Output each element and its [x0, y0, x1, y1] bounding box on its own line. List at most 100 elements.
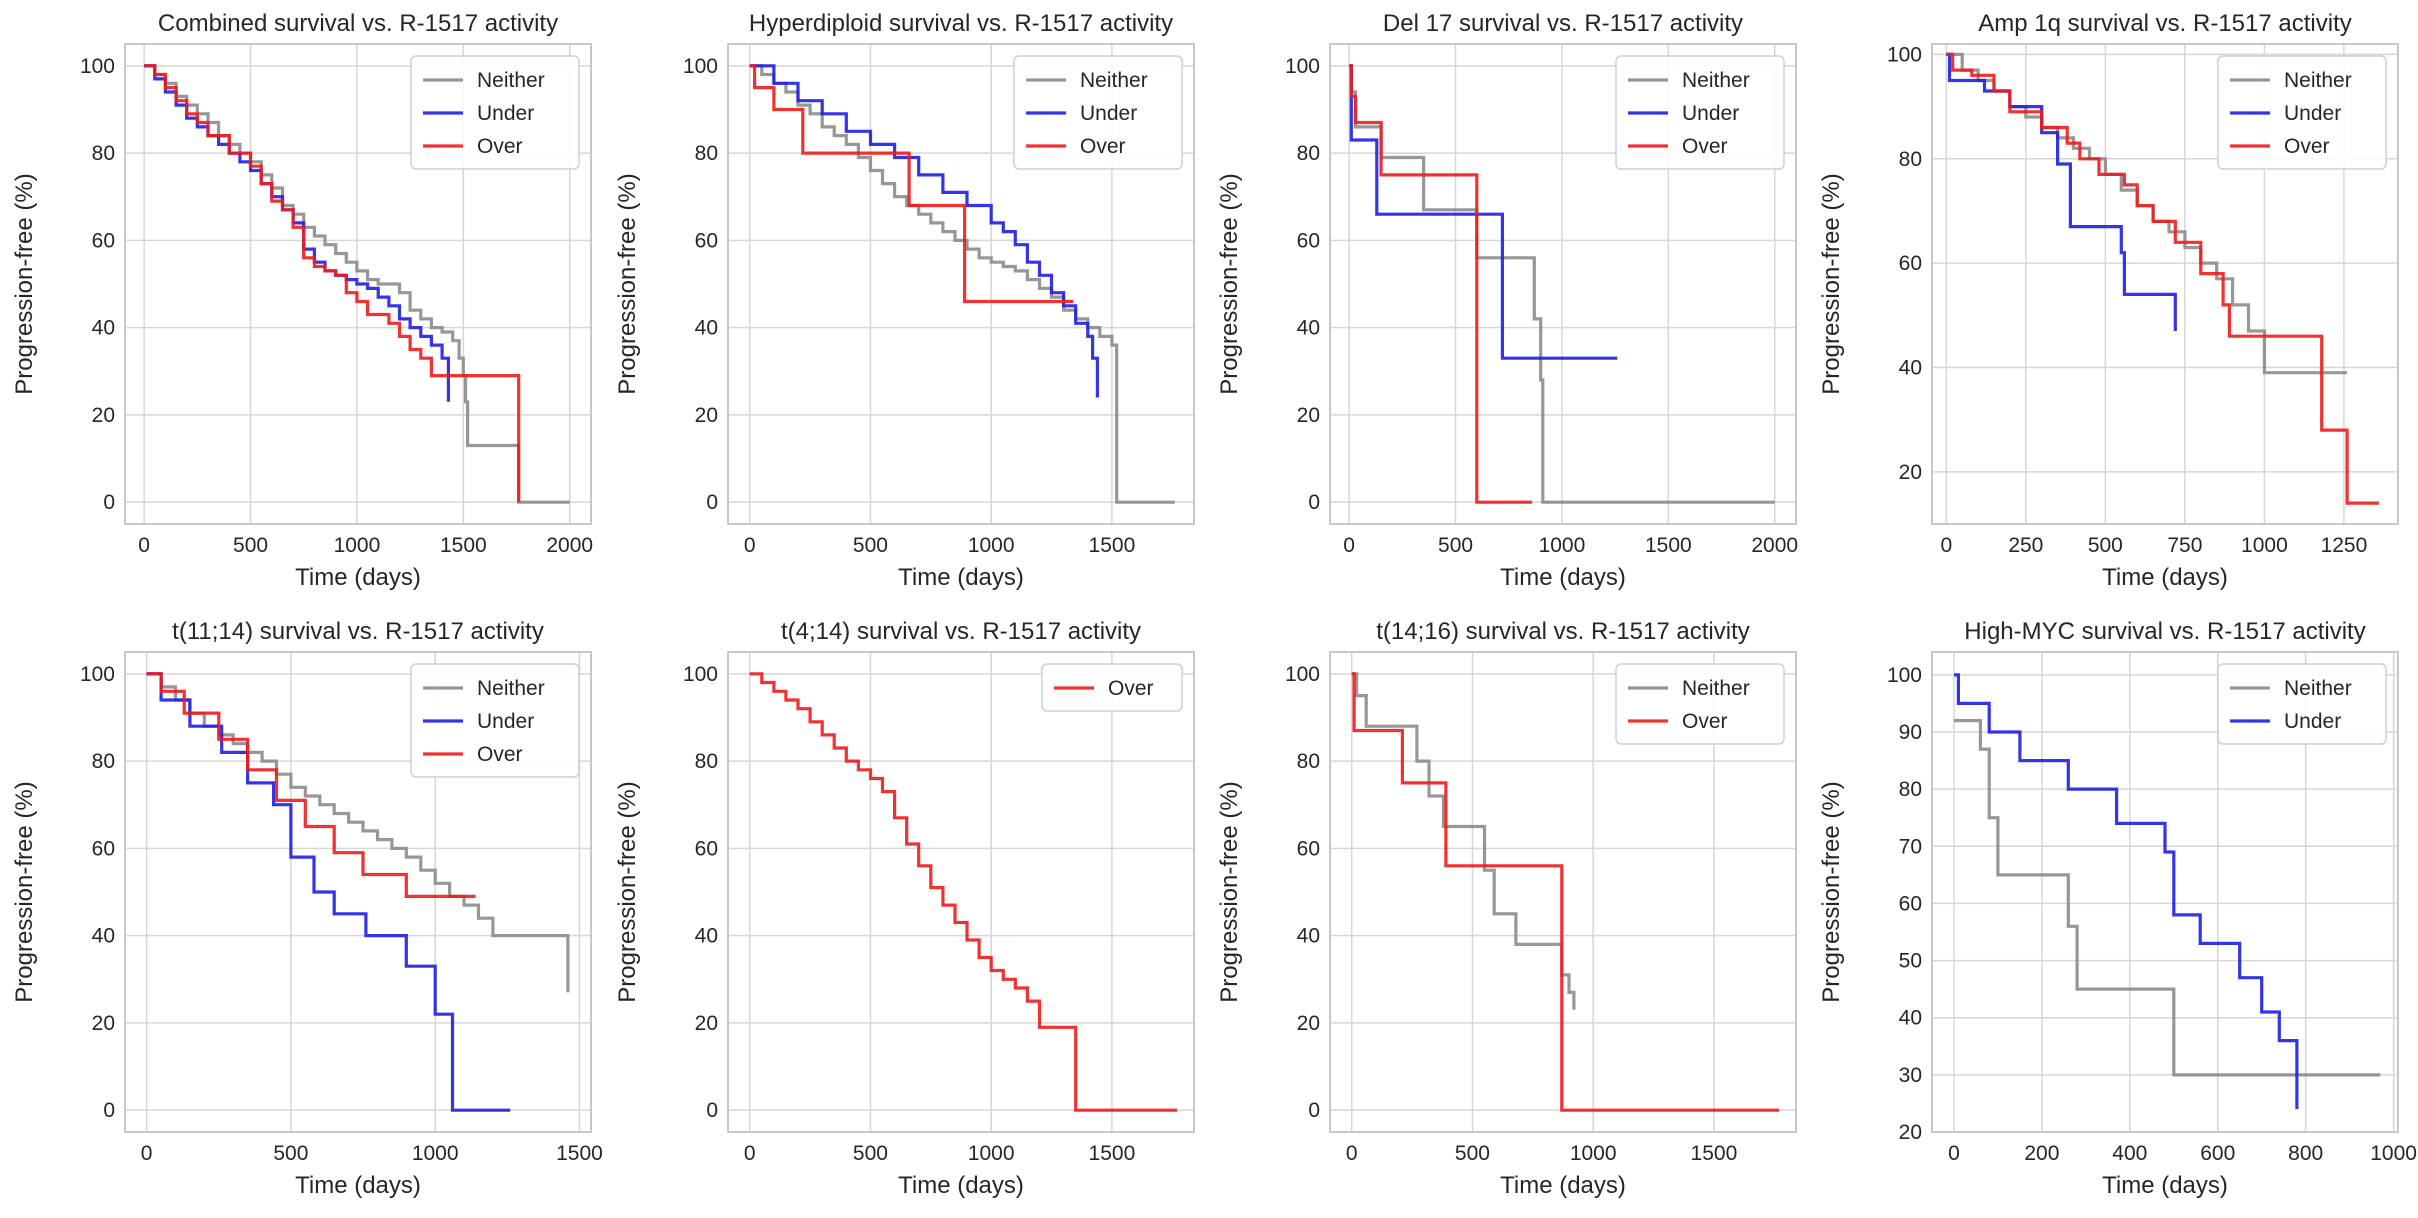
x-axis-label: Time (days)	[2102, 1172, 2228, 1199]
chart-panel-2: 0 500 1000 1500 0 20 40 60 80 100 Hyperdiploid sur…	[614, 10, 1195, 591]
y-tick-label: 60	[1297, 837, 1320, 860]
legend: Over	[1041, 663, 1183, 712]
x-tick-label: 500	[1455, 1142, 1490, 1165]
x-tick-label: 750	[2167, 534, 2202, 557]
legend-box	[1615, 663, 1785, 745]
legend-label-under: Under	[477, 710, 534, 733]
y-tick-label: 40	[1899, 1007, 1922, 1030]
series-line-neither	[1954, 719, 2381, 1077]
legend-box	[2217, 663, 2387, 745]
series-line-under	[146, 672, 511, 1112]
legend-label-under: Under	[477, 102, 534, 125]
plot-frame	[727, 651, 1195, 1133]
x-tick-label: 2000	[546, 534, 593, 557]
legend-label-under: Under	[2284, 710, 2341, 733]
series-line-over	[146, 672, 476, 898]
y-tick-label: 20	[92, 1012, 115, 1035]
legend-label-under: Under	[1080, 102, 1137, 125]
y-tick-label: 40	[92, 925, 115, 948]
legend-label-neither: Neither	[1080, 69, 1148, 92]
y-tick-label: 0	[1308, 1099, 1320, 1122]
x-tick-label: 2000	[1751, 534, 1798, 557]
series-line-neither	[749, 64, 1175, 504]
legend: Neither Under Over	[1013, 55, 1183, 170]
legend-box	[1615, 55, 1785, 170]
x-tick-label: 500	[853, 534, 888, 557]
plot-frame	[727, 43, 1195, 525]
y-tick-label: 0	[706, 491, 718, 514]
x-tick-label: 0	[141, 1142, 153, 1165]
legend-label-over: Over	[1108, 677, 1154, 700]
chart-title: Amp 1q survival vs. R-1517 activity	[1978, 10, 2351, 37]
x-tick-label: 1500	[1645, 534, 1692, 557]
x-tick-label: 0	[1343, 534, 1355, 557]
legend-box	[410, 663, 580, 778]
x-tick-label: 1500	[1691, 1142, 1738, 1165]
x-axis-label: Time (days)	[2102, 564, 2228, 591]
y-tick-label: 20	[92, 404, 115, 427]
series-line-under	[749, 64, 1099, 398]
y-axis-label: Progression-free (%)	[1216, 781, 1243, 1002]
y-tick-label: 0	[103, 1099, 115, 1122]
series-line-neither	[1351, 672, 1576, 1010]
x-tick-label: 1000	[1539, 534, 1586, 557]
legend: Neither Under Over	[410, 663, 580, 778]
x-tick-label: 500	[853, 1142, 888, 1165]
series-line-over	[749, 64, 1074, 304]
y-axis-label: Progression-free (%)	[1216, 173, 1243, 394]
plot-frame	[1931, 651, 2399, 1133]
legend-label-over: Over	[1080, 135, 1126, 158]
series-line-neither	[144, 64, 570, 504]
y-tick-label: 0	[1308, 491, 1320, 514]
legend: Neither Under Over	[410, 55, 580, 170]
x-tick-label: 500	[1438, 534, 1473, 557]
x-tick-label: 1500	[440, 534, 487, 557]
plot-frame	[124, 43, 592, 525]
legend-box	[2217, 55, 2387, 170]
y-tick-label: 100	[1285, 663, 1320, 686]
x-tick-label: 200	[2024, 1142, 2059, 1165]
y-tick-label: 60	[92, 837, 115, 860]
x-tick-label: 1500	[556, 1142, 603, 1165]
legend-box	[410, 55, 580, 170]
y-tick-label: 40	[1297, 317, 1320, 340]
x-tick-label: 1000	[412, 1142, 459, 1165]
y-tick-label: 80	[1899, 148, 1922, 171]
legend-label-over: Over	[1682, 710, 1728, 733]
chart-panel-5: 0 500 1000 1500 0 20 40 60 80 100 t(11;14) surviva…	[11, 618, 603, 1199]
x-tick-label: 1500	[1089, 534, 1136, 557]
legend: Neither Over	[1615, 663, 1785, 745]
series-line-over	[1351, 672, 1780, 1112]
y-axis-label: Progression-free (%)	[614, 781, 641, 1002]
series-line-neither	[1349, 64, 1775, 504]
series-line-over	[749, 672, 1178, 1112]
y-tick-label: 100	[1887, 43, 1922, 66]
y-tick-label: 70	[1899, 835, 1922, 858]
x-tick-label: 1000	[968, 534, 1015, 557]
x-tick-label: 500	[233, 534, 268, 557]
y-tick-label: 100	[80, 663, 115, 686]
series-line-under	[1946, 52, 2177, 331]
chart-panel-1: 0 500 1000 1500 2000 0 20 40 60 80 100 Combined sur…	[11, 10, 593, 591]
y-tick-label: 40	[1297, 925, 1320, 948]
y-tick-label: 50	[1899, 950, 1922, 973]
legend-label-under: Under	[2284, 102, 2341, 125]
legend: Neither Under	[2217, 663, 2387, 745]
legend-label-neither: Neither	[2284, 677, 2352, 700]
x-tick-label: 1000	[2241, 534, 2288, 557]
x-tick-label: 250	[2008, 534, 2043, 557]
y-tick-label: 80	[1899, 778, 1922, 801]
y-axis-label: Progression-free (%)	[11, 781, 38, 1002]
y-tick-label: 0	[706, 1099, 718, 1122]
x-tick-label: 1000	[334, 534, 381, 557]
y-tick-label: 80	[695, 142, 718, 165]
x-axis-label: Time (days)	[295, 564, 421, 591]
legend-label-over: Over	[477, 135, 523, 158]
x-tick-label: 600	[2200, 1142, 2235, 1165]
x-tick-label: 0	[1948, 1142, 1960, 1165]
chart-title: High-MYC survival vs. R-1517 activity	[1964, 618, 2365, 645]
x-tick-label: 800	[2288, 1142, 2323, 1165]
x-tick-label: 1500	[1089, 1142, 1136, 1165]
y-tick-label: 40	[695, 925, 718, 948]
